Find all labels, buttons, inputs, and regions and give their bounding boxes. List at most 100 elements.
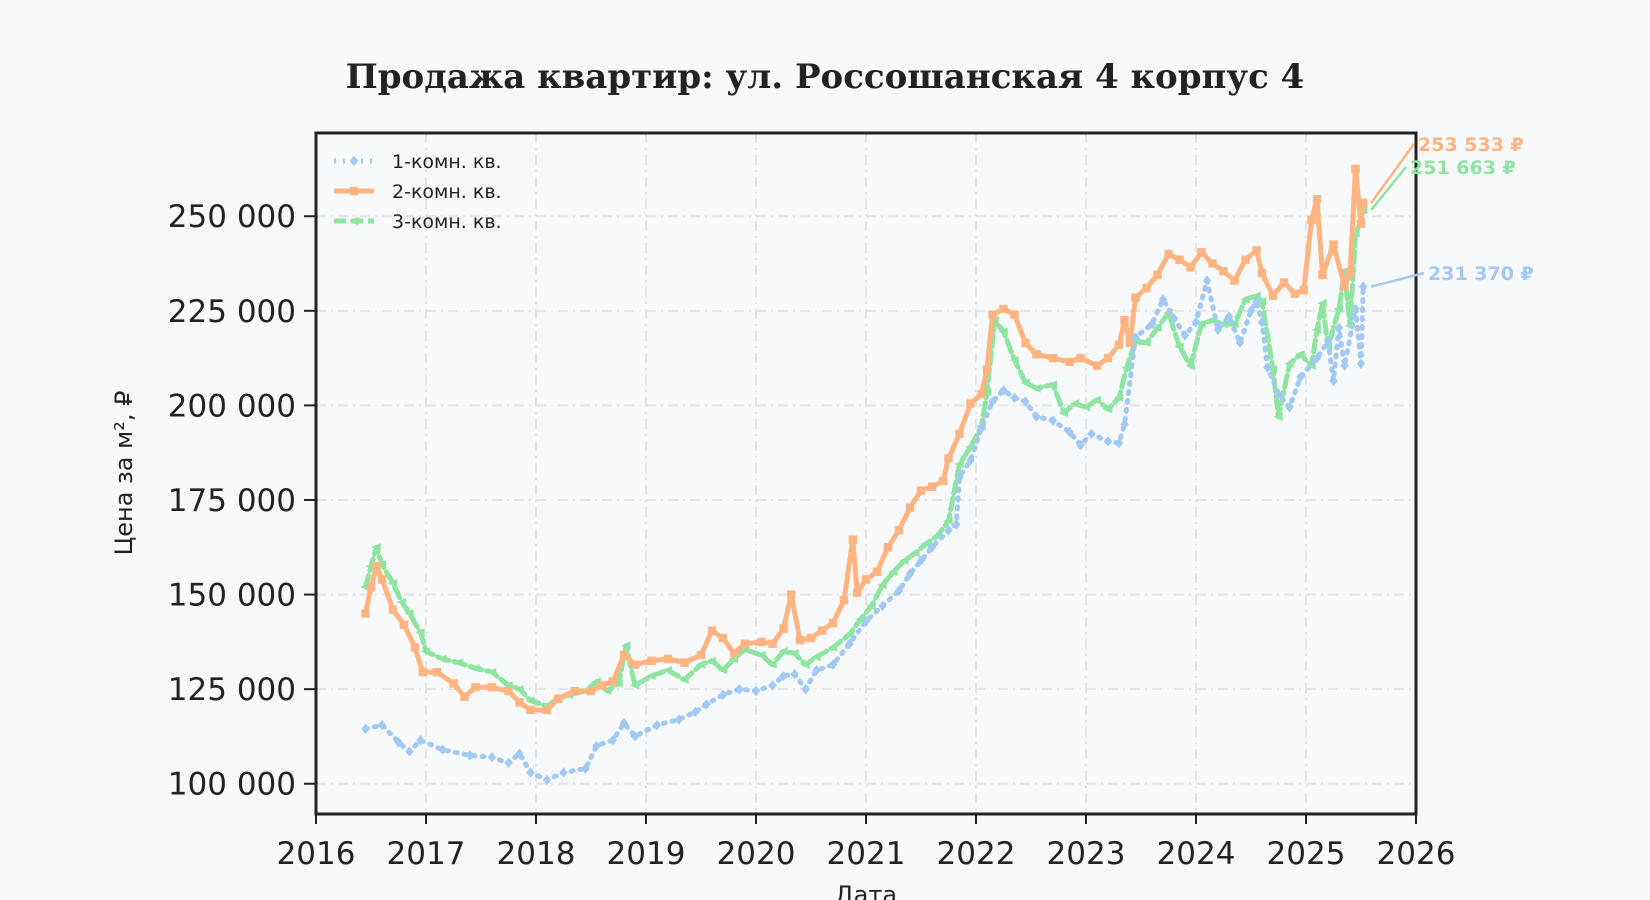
data-point [1147,318,1157,330]
data-point [977,389,986,399]
data-point [878,600,887,612]
data-point [955,429,964,438]
data-point [1246,305,1256,317]
data-point [1299,285,1308,295]
data-point [812,665,821,676]
data-point [1180,330,1190,341]
data-point [905,568,915,579]
data-point [853,588,862,597]
data-point [905,503,915,512]
legend-label: 3-комн. кв. [392,211,502,233]
data-point [938,476,948,486]
data-point [361,723,370,735]
x-tick-label: 2017 [387,836,466,872]
data-point [778,647,788,656]
data-point [1087,428,1096,439]
data-point [542,774,552,786]
data-point [1307,215,1316,225]
series-2 [361,164,1368,715]
data-point [1323,335,1333,347]
x-axis-label: Дата [835,881,897,900]
data-point [526,705,535,715]
data-point [1114,340,1124,350]
chart-title: Продажа квартир: ул. Россошанская 4 корп… [346,57,1305,97]
data-point [1224,311,1234,322]
data-point [795,635,805,645]
data-point [514,684,524,694]
data-point [1311,325,1322,334]
data-point [845,638,854,649]
data-point [1114,438,1124,449]
data-point [801,683,810,695]
data-point [453,658,464,667]
data-point [376,560,387,569]
data-point [1318,270,1327,280]
data-point [1290,289,1300,298]
data-point [921,539,931,548]
data-point [866,601,876,611]
data-point [1158,294,1168,305]
data-point [647,656,656,665]
data-point [768,639,777,648]
data-point [399,620,409,630]
data-point [515,748,524,759]
data-point [1102,404,1113,414]
data-point [1230,276,1239,285]
data-point [1240,295,1250,304]
data-point [729,649,739,658]
data-point [1153,270,1162,280]
data-point [377,575,387,584]
data-point [916,486,926,495]
data-point [817,626,827,635]
data-point [910,548,920,558]
data-point [955,472,964,483]
data-point [944,525,953,536]
data-point [487,683,497,692]
data-point [1152,323,1162,333]
data-point [674,714,684,725]
series-line [363,207,1366,709]
data-point [1113,393,1124,403]
data-point [371,543,381,552]
data-point [1202,275,1212,286]
data-point [1174,342,1184,351]
data-point [1125,338,1135,348]
data-point [1076,439,1085,451]
data-point [1252,246,1261,255]
data-point [416,735,425,746]
legend-label: 2-комн. кв. [392,181,502,203]
y-tick-label: 100 000 [168,767,296,803]
data-point [1351,303,1360,315]
data-point [827,643,838,652]
data-point [372,561,381,571]
data-point [790,668,799,680]
data-point [789,649,799,658]
data-point [1091,395,1102,404]
data-point [405,746,414,757]
data-point [1142,283,1151,293]
data-point [1021,338,1030,348]
data-point [952,519,961,530]
data-point [1263,362,1272,373]
data-point [954,459,964,469]
data-point [883,543,893,552]
data-point [1080,403,1091,412]
data-point [828,618,838,628]
grid [316,133,1416,814]
data-point [977,422,986,434]
data-point [1021,396,1030,407]
data-point [1032,411,1041,422]
data-point [602,686,612,696]
data-point [1196,319,1206,329]
data-point [1048,415,1058,426]
data-point [966,455,975,466]
data-point [706,656,717,665]
data-point [848,535,857,544]
x-axis: 2016 2017 2018 2019 2020 2021 2022 2023 2024 2025… [277,814,1455,872]
data-point [779,670,788,682]
data-point [806,633,816,643]
series-1 [361,275,1368,786]
data-point [1069,399,1080,408]
data-point [1312,195,1322,204]
